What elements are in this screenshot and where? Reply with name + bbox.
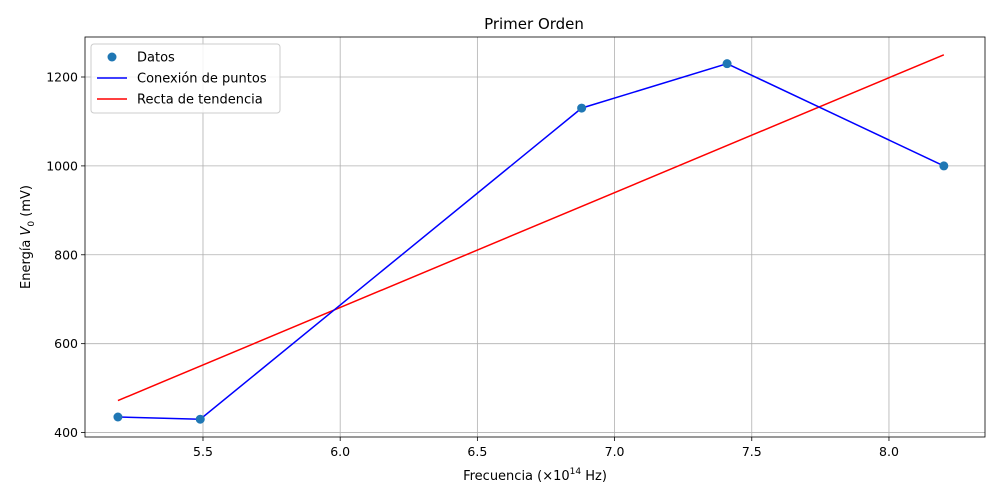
legend-label: Recta de tendencia — [137, 93, 263, 108]
y-tick-label: 800 — [54, 247, 78, 262]
connection-line-layer — [117, 62, 945, 420]
data-point — [577, 103, 587, 113]
connection-line — [117, 62, 945, 420]
x-tick-label: 5.5 — [193, 444, 213, 459]
x-tick-label: 6.0 — [330, 444, 350, 459]
trend-line — [117, 54, 945, 402]
chart-title: Primer Orden — [484, 15, 584, 33]
legend: Datos Conexión de puntos Recta de tendenci… — [90, 43, 281, 114]
data-point — [113, 412, 123, 422]
data-point — [722, 59, 732, 69]
trend-line-layer — [117, 54, 945, 402]
x-tick-label: 7.0 — [605, 444, 625, 459]
y-tick-label: 400 — [54, 425, 78, 440]
legend-label: Datos — [137, 51, 175, 66]
x-axis-label: Frecuencia (×1014 Hz) — [463, 467, 607, 484]
legend-label: Conexión de puntos — [137, 72, 267, 87]
data-point — [195, 414, 205, 424]
y-tick-label: 600 — [54, 336, 78, 351]
x-tick-label: 6.5 — [467, 444, 487, 459]
data-point — [939, 161, 949, 171]
x-tick-label: 7.5 — [742, 444, 762, 459]
data-points-layer — [113, 59, 949, 424]
x-tick-label: 8.0 — [879, 444, 899, 459]
y-tick-label: 1200 — [46, 70, 78, 85]
axes: 5.5 6.0 6.5 7.0 7.5 8.0 400 600 800 1000 1200 — [46, 36, 986, 459]
plot-frame — [84, 36, 986, 438]
legend-frame — [90, 43, 281, 114]
y-axis-label: Energía V0 (mV) — [19, 185, 37, 289]
y-tick-label: 1000 — [46, 158, 78, 173]
legend-marker — [107, 52, 117, 62]
